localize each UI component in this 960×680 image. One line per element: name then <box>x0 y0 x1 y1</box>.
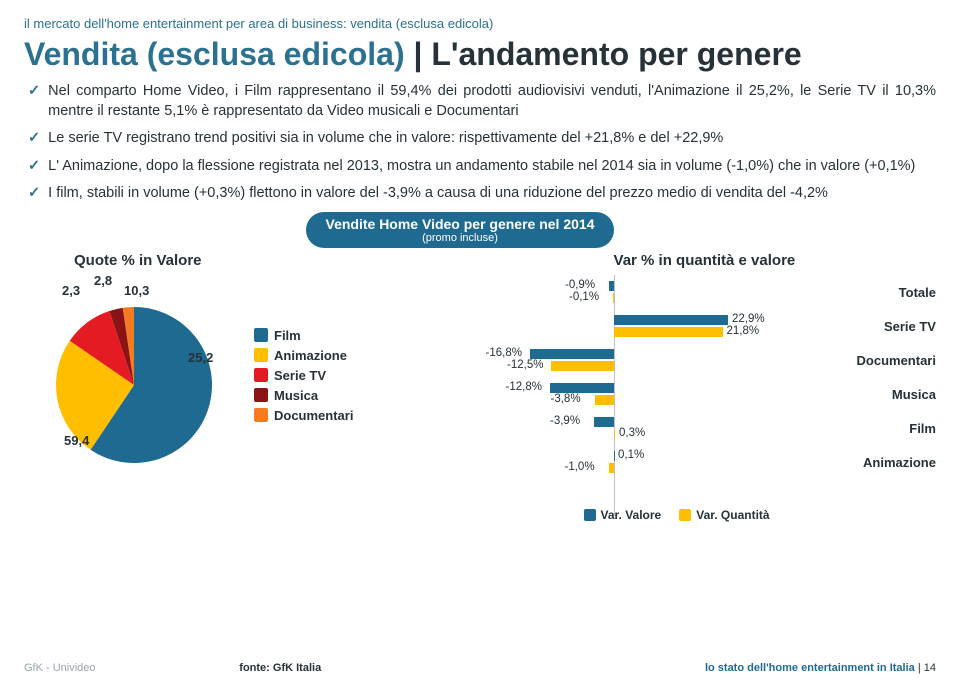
bar-category-label: Film <box>909 421 936 436</box>
legend-label: Documentari <box>274 408 353 423</box>
bar <box>594 417 614 427</box>
footer-right: lo stato dell'home entertainment in Ital… <box>705 662 936 674</box>
bar-row: -0,9%-0,1% Totale <box>444 279 936 311</box>
bar-legend-valore: Var. Valore <box>584 508 662 522</box>
pie-legend: Film Animazione Serie TV Musica Documentari <box>254 323 353 428</box>
legend-label: Animazione <box>274 348 347 363</box>
bar-value-label: -1,0% <box>565 461 595 473</box>
bar-category-label: Serie TV <box>884 319 936 334</box>
bar-value-label: -16,8% <box>486 347 522 359</box>
bar <box>614 327 723 337</box>
bar-category-label: Totale <box>899 285 936 300</box>
footer-source: fonte: GfK Italia <box>239 662 321 674</box>
bar <box>609 463 614 473</box>
pie-value-label: 10,3 <box>124 283 149 298</box>
pie-value-label: 59,4 <box>64 433 89 448</box>
bar-value-label: -3,8% <box>551 393 581 405</box>
title-dark: L'andamento per genere <box>431 36 801 72</box>
legend-label: Film <box>274 328 301 343</box>
bar <box>550 383 614 393</box>
bar-category-label: Musica <box>892 387 936 402</box>
bullet-item: ✓ I film, stabili in volume (+0,3%) flett… <box>28 184 936 204</box>
check-icon: ✓ <box>28 184 40 204</box>
chart-header-sub: (promo incluse) <box>326 232 595 244</box>
bullet-text: L' Animazione, dopo la flessione registr… <box>48 157 915 177</box>
bar-row: 22,9%21,8% Serie TV <box>444 313 936 345</box>
bar-value-label: 0,3% <box>619 427 645 439</box>
bar <box>530 349 614 359</box>
bar-value-label: 21,8% <box>727 325 760 337</box>
bar-legend-quantita-label: Var. Quantità <box>696 508 769 522</box>
legend-item: Film <box>254 328 353 343</box>
bullet-item: ✓Nel comparto Home Video, i Film rappres… <box>28 82 936 121</box>
bar-value-label: -3,9% <box>550 415 580 427</box>
title-blue: Vendita (esclusa edicola) <box>24 36 405 72</box>
bar-category-label: Documentari <box>857 353 936 368</box>
legend-swatch <box>254 328 268 342</box>
pie-value-label: 2,3 <box>62 283 80 298</box>
chart-header: Vendite Home Video per genere nel 2014 (… <box>306 212 615 248</box>
pie-chart: 59,4 25,2 10,3 2,8 2,3 <box>24 275 244 475</box>
bar <box>614 451 615 461</box>
bar-row: -12,8% -3,8% Musica <box>444 381 936 413</box>
breadcrumb: il mercato dell'home entertainment per a… <box>24 16 936 31</box>
bar-row: -3,9% 0,3% Film <box>444 415 936 447</box>
bar-row: 0,1% -1,0% Animazione <box>444 449 936 481</box>
check-icon: ✓ <box>28 129 40 149</box>
bar <box>609 281 614 291</box>
legend-label: Musica <box>274 388 318 403</box>
right-section-label: Var % in quantità e valore <box>444 252 936 269</box>
legend-item: Documentari <box>254 408 353 423</box>
bar-legend-valore-label: Var. Valore <box>601 508 662 522</box>
left-section-label: Quote % in Valore <box>24 252 444 269</box>
footer: GfK - Univideo fonte: GfK Italia lo stat… <box>0 662 960 674</box>
pie-value-label: 25,2 <box>188 350 213 365</box>
bar-value-label: -0,9% <box>565 279 595 291</box>
bar-value-label: 0,1% <box>618 449 644 461</box>
legend-swatch <box>254 388 268 402</box>
bar <box>613 293 614 303</box>
bar-chart: Var. Valore Var. Quantità -0,9%-0,1%Tota… <box>444 275 936 510</box>
footer-page-num: | 14 <box>915 662 936 674</box>
check-icon: ✓ <box>28 157 40 177</box>
legend-swatch <box>254 348 268 362</box>
check-icon: ✓ <box>28 82 40 121</box>
bar-value-label: -12,8% <box>506 381 542 393</box>
bar-legend: Var. Valore Var. Quantità <box>584 508 770 522</box>
bullet-text: Nel comparto Home Video, i Film rapprese… <box>48 82 936 121</box>
bar-legend-quantita: Var. Quantità <box>679 508 769 522</box>
bullet-item: ✓ L' Animazione, dopo la flessione regist… <box>28 157 936 177</box>
legend-swatch <box>254 368 268 382</box>
bullet-text: Le serie TV registrano trend positivi si… <box>48 129 723 149</box>
title-sep: | <box>405 36 432 72</box>
pie-value-label: 2,8 <box>94 273 112 288</box>
bar <box>614 315 729 325</box>
legend-item: Musica <box>254 388 353 403</box>
bar-category-label: Animazione <box>863 455 936 470</box>
bar <box>551 361 614 371</box>
bar <box>614 429 616 439</box>
bar-row: -16,8%-12,5% Documentari <box>444 347 936 379</box>
legend-item: Serie TV <box>254 368 353 383</box>
bar-value-label: -12,5% <box>507 359 543 371</box>
legend-swatch <box>254 408 268 422</box>
bullet-item: ✓ Le serie TV registrano trend positivi s… <box>28 129 936 149</box>
page-title: Vendita (esclusa edicola) | L'andamento … <box>24 37 936 72</box>
bar-value-label: -0,1% <box>569 291 599 303</box>
chart-header-text: Vendite Home Video per genere nel 2014 <box>326 216 595 232</box>
bullet-text: I film, stabili in volume (+0,3%) fletto… <box>48 184 828 204</box>
legend-item: Animazione <box>254 348 353 363</box>
footer-right-text: lo stato dell'home entertainment in Ital… <box>705 662 915 674</box>
bar-value-label: 22,9% <box>732 313 765 325</box>
legend-label: Serie TV <box>274 368 326 383</box>
bar <box>595 395 614 405</box>
footer-left: GfK - Univideo <box>24 662 96 674</box>
